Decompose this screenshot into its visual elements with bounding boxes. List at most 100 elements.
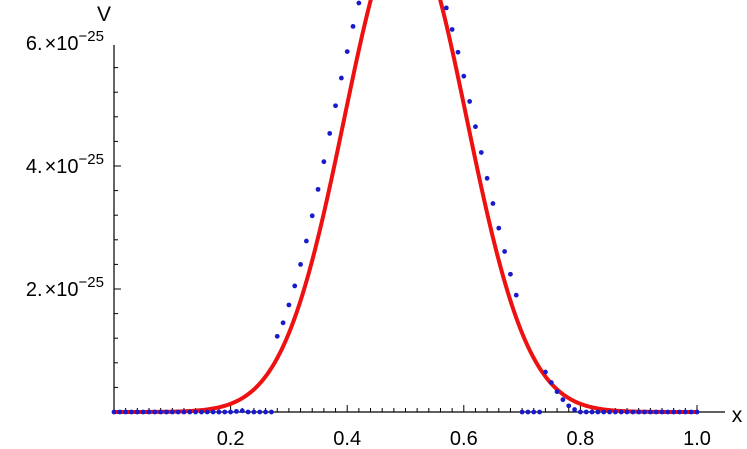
data-point	[274, 333, 280, 339]
data-point	[531, 409, 537, 415]
data-point	[356, 0, 362, 6]
data-point	[298, 262, 303, 267]
data-point	[508, 271, 513, 277]
data-point	[513, 292, 519, 298]
x-axis-label: x	[732, 404, 743, 427]
data-point	[636, 409, 642, 415]
data-point	[140, 409, 146, 415]
y-tick-exponent: −25	[79, 274, 104, 291]
data-point	[694, 409, 700, 415]
axis-labels: V x	[97, 3, 743, 427]
data-point	[607, 409, 612, 415]
data-point	[671, 409, 677, 415]
y-tick-exponent: −25	[79, 151, 104, 168]
data-point	[688, 409, 694, 415]
data-point	[677, 409, 682, 415]
y-tick-label: 2. ×10−25	[26, 274, 104, 301]
y-tick-times: ×	[45, 279, 57, 301]
data-point	[123, 409, 129, 415]
axes: 0.20.40.60.81.02.×10−254.×10−256.×10−258…	[26, 28, 725, 449]
data-point	[111, 409, 117, 415]
data-point	[216, 409, 222, 415]
y-tick-label: 6. ×10−25	[26, 28, 104, 55]
y-tick-base: 10	[56, 156, 78, 178]
x-tick-label: 0.8	[566, 428, 594, 449]
data-point	[566, 403, 572, 409]
data-point	[199, 409, 204, 415]
data-point	[682, 409, 688, 415]
y-axis-label: V	[97, 3, 111, 26]
data-point	[449, 27, 455, 32]
data-point	[496, 225, 502, 231]
data-point	[350, 24, 356, 29]
x-tick-label: 0.6	[450, 428, 478, 449]
data-point	[187, 409, 193, 415]
data-point	[292, 283, 298, 289]
data-point	[647, 409, 653, 415]
fit-curve-line	[113, 0, 698, 414]
data-point	[455, 49, 461, 55]
data-point	[280, 320, 286, 326]
y-tick-exponent: −25	[79, 28, 104, 45]
data-point	[257, 409, 263, 415]
data-point	[537, 409, 542, 415]
data-point	[169, 409, 175, 415]
data-point	[263, 409, 268, 415]
data-point	[467, 99, 473, 104]
data-point	[269, 409, 274, 415]
data-point	[245, 409, 251, 415]
data-point	[210, 409, 216, 415]
y-tick-times: ×	[45, 156, 57, 178]
data-point	[490, 201, 496, 206]
data-point	[309, 213, 315, 219]
data-point	[519, 409, 525, 415]
data-point	[642, 409, 647, 415]
data-point	[525, 409, 531, 415]
y-tick-times: ×	[45, 33, 57, 55]
data-point	[333, 103, 338, 109]
data-point	[129, 409, 134, 415]
data-point	[303, 238, 309, 244]
x-tick-label: 0.4	[333, 428, 361, 449]
data-point	[543, 369, 548, 375]
data-point	[583, 409, 589, 415]
data-point	[315, 186, 321, 192]
data-point	[327, 131, 333, 136]
data-point	[473, 124, 478, 130]
data-point	[589, 409, 595, 415]
data-point	[134, 409, 140, 415]
data-point	[158, 409, 164, 415]
data-point	[251, 409, 257, 415]
data-point	[239, 408, 245, 414]
y-tick-text: 2. ×10−25	[26, 274, 104, 301]
data-point	[204, 409, 210, 415]
data-point	[321, 159, 327, 165]
data-point	[484, 175, 490, 181]
data-point	[548, 380, 554, 385]
data-point	[653, 409, 659, 415]
data-point	[164, 409, 169, 415]
y-tick-base: 10	[56, 33, 78, 55]
x-tick-label: 0.2	[217, 428, 245, 449]
data-point	[595, 409, 601, 415]
data-point	[578, 409, 583, 415]
data-point	[234, 408, 239, 414]
data-point	[338, 75, 344, 81]
data-point	[181, 409, 187, 415]
y-tick-mantissa: 4.	[26, 156, 43, 178]
data-point	[659, 409, 665, 415]
data-point	[624, 409, 630, 415]
data-point	[146, 409, 152, 415]
y-tick-text: 6. ×10−25	[26, 28, 104, 55]
data-point	[228, 409, 234, 415]
y-tick-text: 4. ×10−25	[26, 151, 104, 178]
data-point	[478, 150, 484, 155]
data-point	[502, 249, 508, 254]
data-point	[286, 302, 292, 308]
data-point	[560, 397, 566, 403]
data-point	[152, 409, 158, 415]
data-point	[612, 409, 618, 415]
data-point	[193, 409, 199, 415]
data-point	[117, 409, 123, 415]
